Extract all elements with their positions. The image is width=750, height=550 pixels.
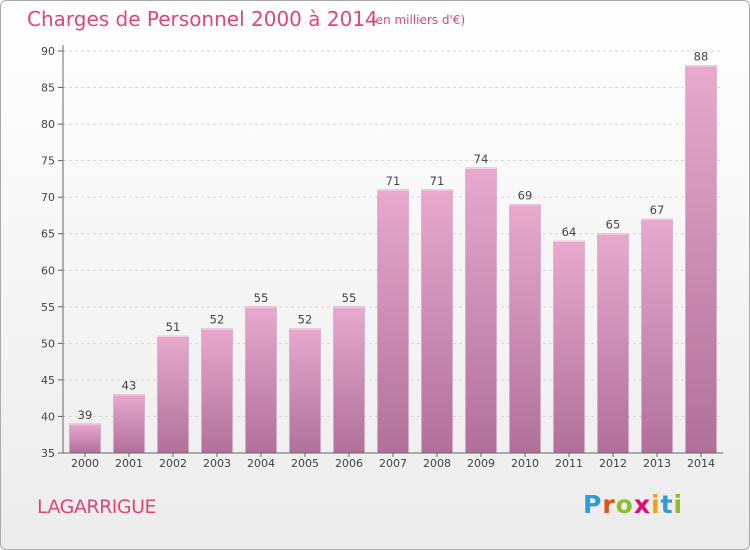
bar [201,328,233,454]
bar-value-label: 88 [694,50,709,64]
chart-subtitle: (en milliers d'€) [371,13,466,27]
bar [641,218,673,454]
labels: 35 40 45 50 55 60 65 70 75 80 85 90 39 2000 43 2001 51 20… [41,45,715,470]
y-tick-label: 85 [41,82,55,95]
x-tick-label: 2006 [335,457,363,470]
bar [289,328,321,454]
x-tick-label: 2005 [291,457,319,470]
x-tick-label: 2011 [555,457,583,470]
bar-value-label: 71 [430,174,445,188]
bar [465,167,497,454]
y-tick-label: 45 [41,374,55,387]
bars [69,65,717,454]
y-tick-label: 50 [41,337,55,350]
bar [113,394,145,454]
bar-value-label: 55 [342,291,357,305]
x-tick-label: 2001 [115,457,143,470]
bar-value-label: 65 [606,218,621,232]
bar [69,423,101,454]
bar-value-label: 52 [298,313,313,327]
y-tick-label: 55 [41,301,55,314]
bar [377,189,409,454]
bar [245,306,277,454]
y-tick-label: 75 [41,155,55,168]
x-tick-label: 2008 [423,457,451,470]
bar-value-label: 71 [386,174,401,188]
logo-letter: x [633,490,651,519]
x-tick-label: 2009 [467,457,495,470]
bar [509,204,541,454]
x-tick-label: 2000 [71,457,99,470]
axes [58,45,723,457]
bar [685,65,717,454]
y-tick-label: 65 [41,228,55,241]
logo-letter: i [651,490,661,519]
x-tick-label: 2007 [379,457,407,470]
bar-value-label: 74 [474,152,489,166]
logo-letter: o [615,490,634,519]
y-tick-label: 70 [41,191,55,204]
x-tick-label: 2014 [687,457,715,470]
bar-value-label: 69 [518,188,533,202]
bar-value-label: 51 [166,320,181,334]
logo-letter: r [602,490,616,519]
bar [421,189,453,454]
bar [597,233,629,454]
logo-letter: t [660,490,674,519]
bar [157,335,189,454]
x-tick-label: 2002 [159,457,187,470]
bar-value-label: 43 [122,379,137,393]
x-tick-label: 2012 [599,457,627,470]
bar-value-label: 39 [78,408,93,422]
x-tick-label: 2010 [511,457,539,470]
chart-title: Charges de Personnel 2000 à 2014 [27,7,378,31]
x-tick-label: 2013 [643,457,671,470]
bar-value-label: 67 [650,203,665,217]
bar-value-label: 64 [562,225,577,239]
x-tick-label: 2003 [203,457,231,470]
y-tick-label: 60 [41,264,55,277]
y-tick-label: 90 [41,45,55,58]
x-tick-label: 2004 [247,457,275,470]
bar [553,240,585,454]
proxiti-logo[interactable]: Proxiti [583,490,683,519]
y-tick-label: 80 [41,118,55,131]
logo-letter: i [673,490,684,519]
y-tick-label: 40 [41,410,55,423]
bar-value-label: 55 [254,291,269,305]
bar [333,306,365,454]
bar-value-label: 52 [210,313,225,327]
commune-name: LAGARRIGUE [37,496,157,518]
y-tick-label: 35 [41,447,55,460]
logo-letter: P [583,490,603,519]
